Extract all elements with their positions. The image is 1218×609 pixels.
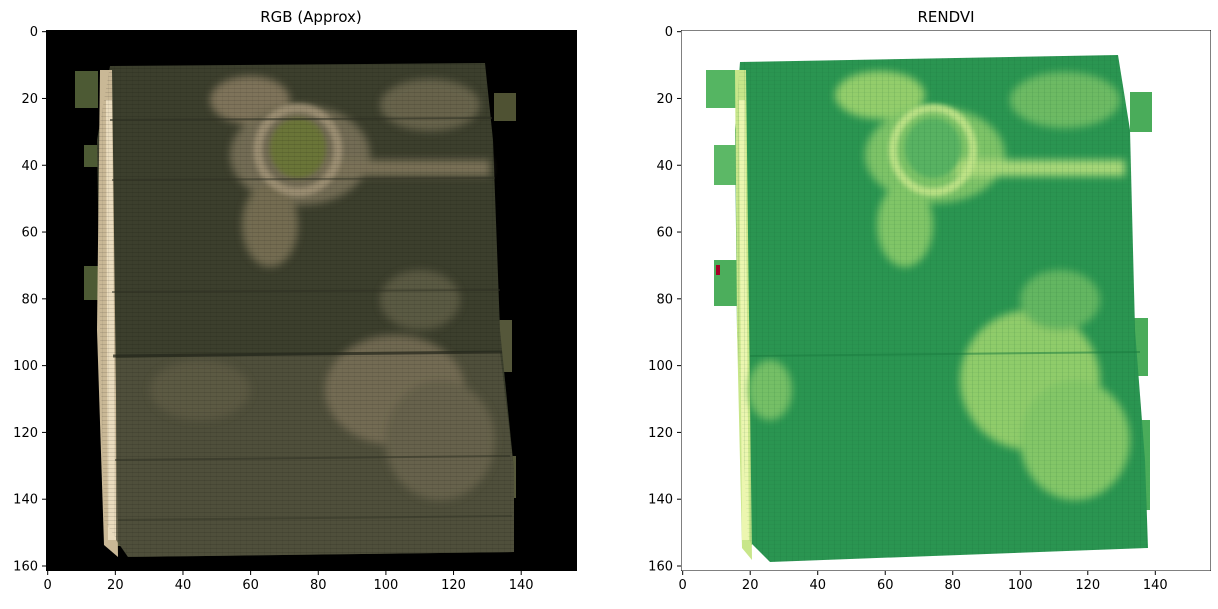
rgb-y-tick-label: 60	[21, 226, 38, 241]
rendvi-y-tick-label: 60	[656, 226, 673, 241]
rendvi-x-tick-label: 140	[1143, 578, 1168, 593]
rgb-y-tick-label: 140	[13, 493, 38, 508]
rendvi-x-tick-label: 120	[1075, 578, 1100, 593]
rgb-y-tick-label: 0	[30, 25, 38, 40]
rgb-x-tick-label: 20	[107, 578, 124, 593]
rgb-x-tick-label: 40	[175, 578, 192, 593]
rgb-x-tick-label: 60	[242, 578, 259, 593]
rendvi-y-tick-label: 100	[648, 359, 673, 374]
rgb-y-tick-label: 120	[13, 426, 38, 441]
rgb-x-tick-label: 100	[373, 578, 398, 593]
rgb-x-tick-label: 140	[509, 578, 534, 593]
rendvi-y-tick-label: 80	[656, 292, 673, 307]
rgb-x-tick-label: 120	[441, 578, 466, 593]
rgb-y-tick-label: 160	[13, 559, 38, 574]
rendvi-panel-title: RENDVI	[917, 8, 974, 26]
rgb-y-tick-label: 40	[21, 159, 38, 174]
rendvi-y-tick-label: 120	[648, 426, 673, 441]
rendvi-y-tick-label: 160	[648, 559, 673, 574]
rendvi-x-tick-label: 20	[742, 578, 759, 593]
rgb-panel: RGB (Approx)	[13, 8, 577, 593]
rgb-axes: 0 20 40 60 80 100 120 140 0 20 40 60 80 100 120 140 160	[13, 25, 533, 593]
rendvi-axes: 0 20 40 60 80 100 120 140 0 20 40 60 80 100 120 140 160	[648, 25, 1168, 593]
rendvi-x-tick-label: 100	[1008, 578, 1033, 593]
rgb-y-tick-label: 20	[21, 92, 38, 107]
rendvi-image	[681, 30, 1211, 571]
rendvi-y-tick-label: 140	[648, 493, 673, 508]
rgb-field	[75, 63, 516, 557]
rendvi-field	[706, 55, 1152, 562]
rgb-x-tick-label: 80	[310, 578, 327, 593]
rgb-x-tick-label: 0	[44, 578, 52, 593]
rgb-panel-title: RGB (Approx)	[260, 8, 362, 26]
rendvi-x-tick-label: 80	[944, 578, 961, 593]
rendvi-x-tick-label: 0	[679, 578, 687, 593]
rgb-y-tick-label: 80	[21, 292, 38, 307]
rgb-y-tick-label: 100	[13, 359, 38, 374]
rendvi-y-tick-label: 40	[656, 159, 673, 174]
rendvi-x-tick-label: 60	[877, 578, 894, 593]
rendvi-x-tick-label: 40	[809, 578, 826, 593]
rendvi-panel: RENDVI	[648, 8, 1211, 593]
rgb-image	[46, 30, 577, 571]
rendvi-y-tick-label: 20	[656, 92, 673, 107]
rendvi-y-tick-label: 0	[665, 25, 673, 40]
